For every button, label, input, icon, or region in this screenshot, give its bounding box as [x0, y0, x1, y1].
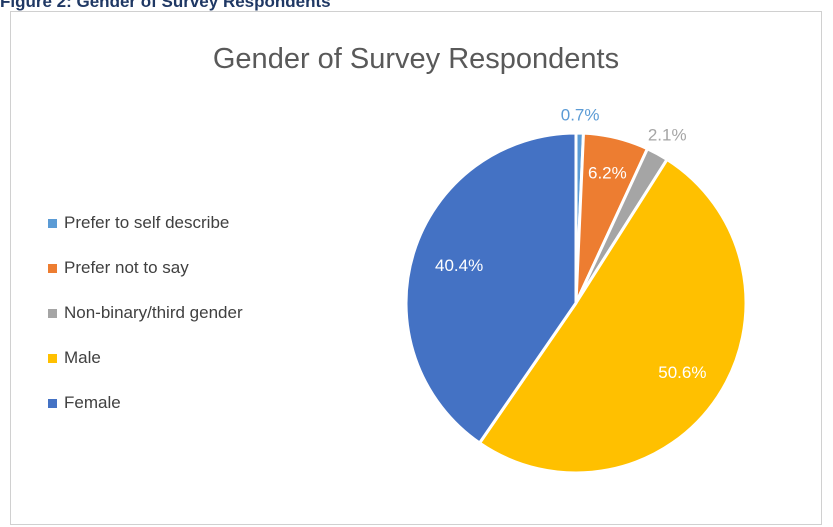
legend-item-male: Male [48, 347, 243, 369]
legend-label: Non-binary/third gender [64, 303, 243, 322]
pie-data-label: 6.2% [588, 164, 627, 183]
pie-data-label: 0.7% [561, 106, 600, 125]
figure-caption: Figure 2: Gender of Survey Respondents [0, 0, 331, 11]
legend-swatch [48, 263, 57, 273]
pie-slice-female [404, 131, 578, 445]
legend-swatch [48, 398, 57, 408]
chart-title: Gender of Survey Respondents [212, 43, 620, 75]
chart-area: Gender of Survey Respondents Prefer to s… [10, 11, 822, 525]
legend-label: Male [64, 348, 101, 367]
legend-label: Prefer to self describe [64, 213, 230, 232]
legend-swatch [48, 353, 57, 363]
legend-item-prefer-not-to-say: Prefer not to say [48, 257, 243, 279]
pie-chart: 0.7% 6.2% 2.1% 50.6% 40.4% [404, 106, 748, 475]
pie-data-label: 50.6% [658, 363, 706, 382]
legend-swatch [48, 308, 57, 318]
legend-item-prefer-to-self-describe: Prefer to self describe [48, 212, 243, 234]
legend-item-non-binary: Non-binary/third gender [48, 302, 243, 324]
chart-legend: Prefer to self describe Prefer not to sa… [48, 212, 243, 437]
legend-swatch [48, 218, 57, 228]
legend-item-female: Female [48, 392, 243, 414]
pie-data-label: 40.4% [435, 256, 483, 275]
legend-label: Prefer not to say [64, 258, 189, 277]
pie-slice-male [478, 157, 748, 475]
legend-label: Female [64, 393, 121, 412]
pie-data-label: 2.1% [648, 125, 687, 144]
